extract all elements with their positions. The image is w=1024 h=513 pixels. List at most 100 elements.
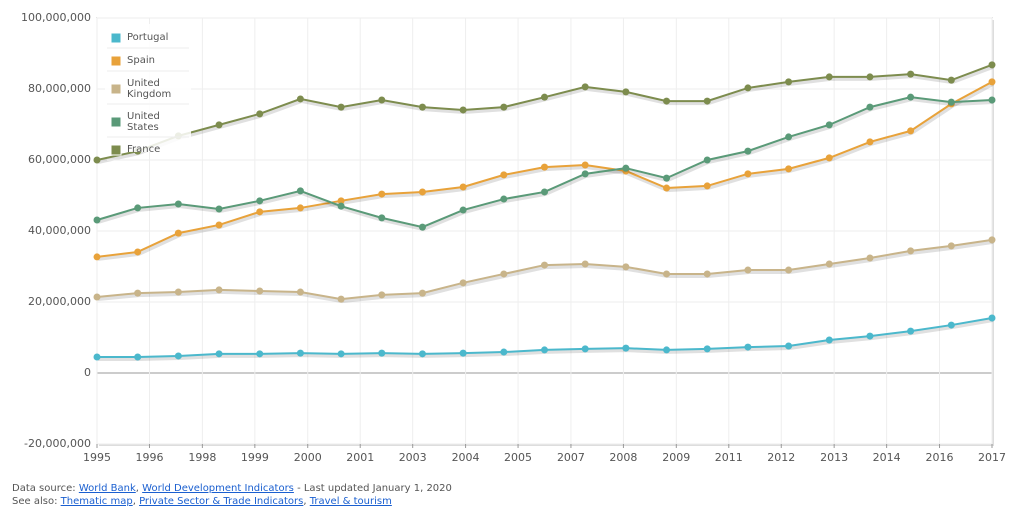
x-tick-label: 2003 [399,451,427,464]
data-point [581,83,589,91]
x-tick-label: 2013 [820,451,848,464]
data-point [663,346,671,354]
data-point [622,164,630,172]
data-point [256,208,264,216]
data-point [500,195,508,203]
data-point [663,97,671,105]
legend-swatch [110,55,122,67]
x-tick-label: 1995 [83,451,111,464]
x-tick-label: 1996 [135,451,163,464]
x-tick-label: 2012 [767,451,795,464]
x-tick-label: 2005 [504,451,532,464]
x-tick-label: 2004 [452,451,480,464]
data-point [378,349,386,357]
data-point [459,279,467,287]
x-tick-label: 2011 [715,451,743,464]
data-point [256,350,264,358]
data-point [256,110,264,118]
data-point [296,187,304,195]
data-point [907,93,915,101]
see-also-link[interactable]: Thematic map [60,496,133,507]
data-point [134,248,142,256]
x-tick-label: 1998 [188,451,216,464]
data-point [907,247,915,255]
data-point [459,206,467,214]
legend-swatch [110,116,122,128]
data-point [825,73,833,81]
data-point [825,260,833,268]
legend-swatch [110,144,122,156]
data-point [378,96,386,104]
data-point [215,221,223,229]
data-point [337,103,345,111]
x-tick-label: 2016 [926,451,954,464]
y-tick-label: 0 [84,366,91,379]
chart: -20,000,000 0 20,000,000 40,000,000 60,000,0… [21,11,1006,464]
data-point [866,254,874,262]
data-point [947,321,955,329]
data-point [785,266,793,274]
data-point [785,78,793,86]
data-point [215,205,223,213]
data-point [907,70,915,78]
data-point [134,289,142,297]
data-point [256,287,264,295]
legend-item: United States [127,111,160,133]
data-point [337,197,345,205]
data-point [866,332,874,340]
data-point [947,76,955,84]
data-point [744,147,752,155]
legend-label: Portugal [127,32,169,43]
data-point [337,202,345,210]
data-point [378,190,386,198]
data-point [947,98,955,106]
y-tick-label: 80,000,000 [28,82,91,95]
data-point [337,350,345,358]
data-point [825,154,833,162]
y-tick-label: 100,000,000 [21,11,91,24]
separator: , [135,483,139,494]
data-point [785,342,793,350]
data-point [418,289,426,297]
data-point [174,288,182,296]
data-point [500,270,508,278]
data-point [703,97,711,105]
legend-label: Spain [127,55,155,66]
data-point [988,314,996,322]
data-point [256,197,264,205]
data-point [622,344,630,352]
legend-item: Portugal [127,32,169,43]
legend-label: United States [127,111,160,133]
data-point [418,350,426,358]
data-point [296,349,304,357]
data-point [988,236,996,244]
data-point [988,61,996,69]
source-link[interactable]: World Development Indicators [142,483,294,494]
data-point [581,161,589,169]
data-point [215,286,223,294]
see-also-link[interactable]: Travel & tourism [309,496,392,507]
data-point [744,343,752,351]
data-point [418,103,426,111]
data-point [907,327,915,335]
data-point [93,253,101,261]
data-point [703,182,711,190]
x-tick-label: 2017 [978,451,1006,464]
data-point [663,184,671,192]
data-point [337,295,345,303]
data-point [459,349,467,357]
data-point [744,266,752,274]
see-also-link[interactable]: Private Sector & Trade Indicators [139,496,304,507]
data-point [825,336,833,344]
source-link[interactable]: World Bank [78,483,136,494]
x-tick-label: 2000 [294,451,322,464]
data-point [744,170,752,178]
data-point [581,345,589,353]
data-point [296,204,304,212]
data-point [174,352,182,360]
data-point [134,204,142,212]
data-point [947,242,955,250]
legend-label: United Kingdom [127,78,172,100]
legend-item: France [127,144,160,155]
data-point [825,121,833,129]
